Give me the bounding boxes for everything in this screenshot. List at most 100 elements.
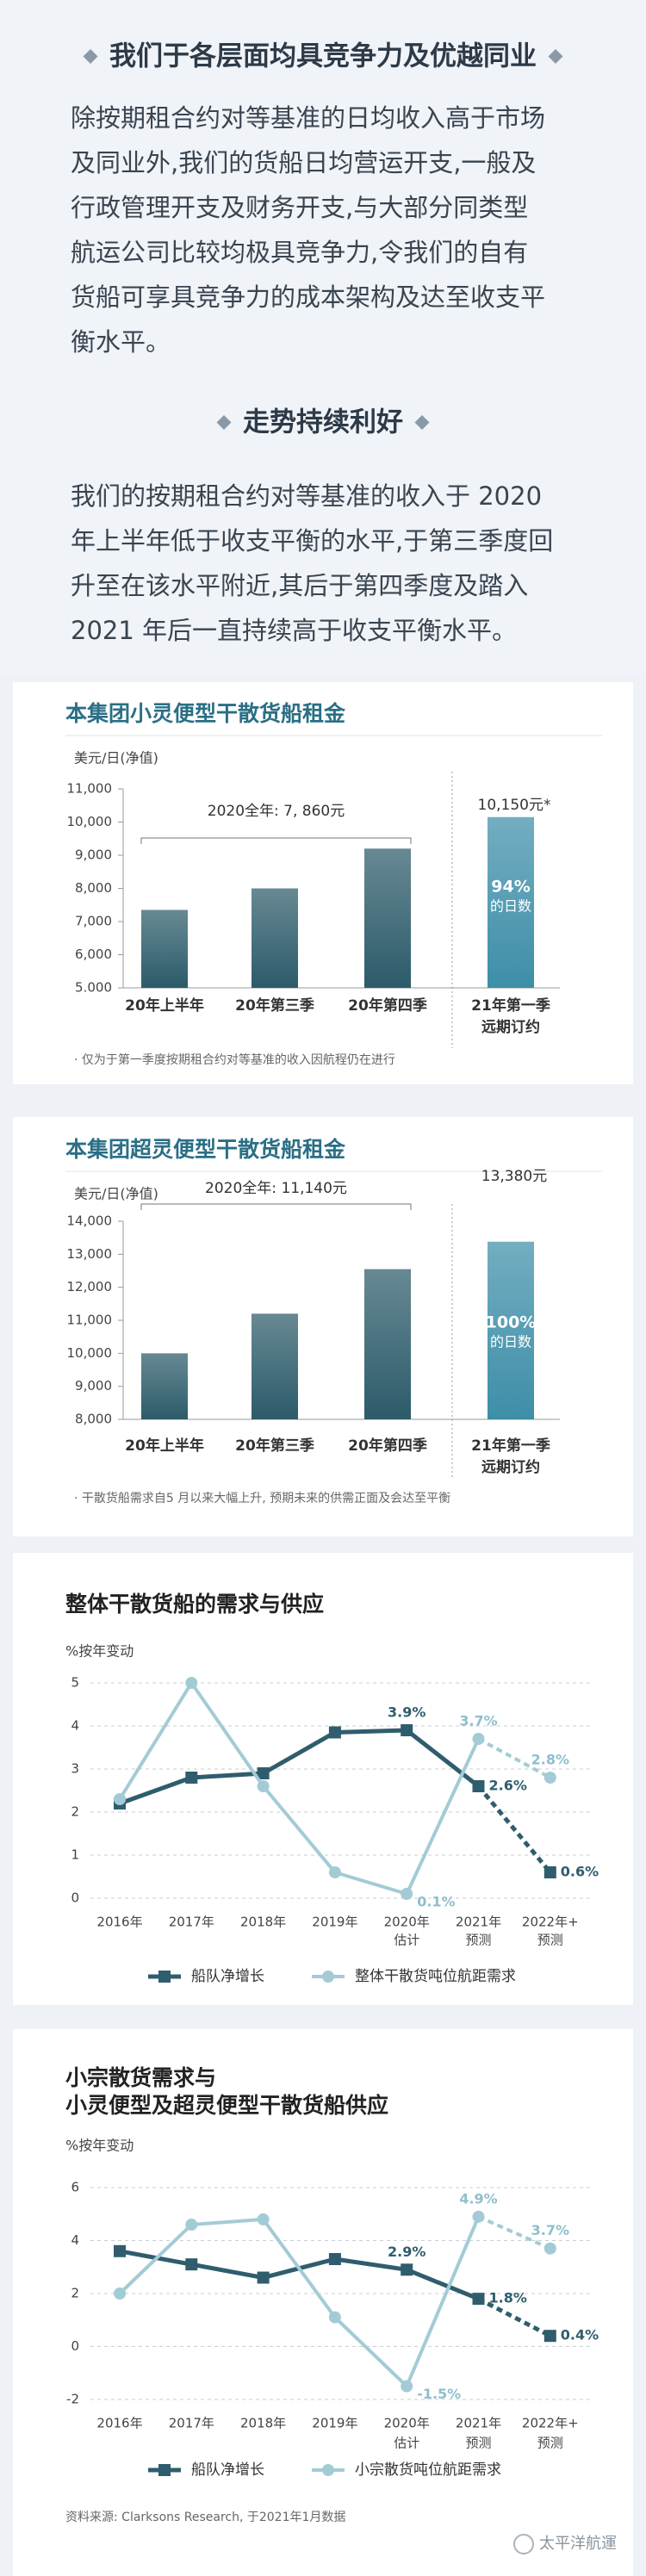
section-heading: 走势持续利好 [243,407,403,438]
bracket [140,837,412,844]
marker [401,1724,413,1736]
value-label: 0.6% [561,1864,599,1880]
marker [185,2219,198,2231]
y-axis-label: 美元/日(净值) [74,750,158,767]
bracket-label: 2020全年: 7, 860元 [208,803,345,820]
y-tick-label: 14,000 [67,1214,113,1229]
bar-note: 的日数 [490,1334,531,1350]
x-tick-label: 2018年 [240,1915,286,1930]
marker [401,1888,413,1900]
x-tick-label: 20年第三季 [235,1437,314,1455]
bar-note: 94% [491,878,530,897]
forecast-line [476,1785,552,1874]
chart-card [13,1553,633,2005]
value-label: 0.4% [561,2327,599,2343]
y-tick-label: 4 [71,2232,79,2248]
marker [472,2293,485,2306]
chart-title: 本集团小灵便型干散货船租金 [65,701,346,726]
forecast-line [477,2214,551,2250]
y-tick-label: 9,000 [75,1378,112,1394]
marker [328,2311,341,2324]
y-tick-label: 4 [71,1718,79,1734]
x-tick-label: 估计 [394,2436,419,2451]
series-line [118,2216,481,2388]
x-tick-label: 预测 [465,2436,491,2451]
y-tick-label: 8,000 [75,880,112,896]
paragraph-line: 2021 年后一直持续高于收支平衡水平。 [71,616,517,645]
y-tick-label: 2 [71,1804,79,1820]
x-tick-label: 2017年 [169,2416,214,2431]
y-tick-label: 6,000 [75,947,112,962]
marker [257,1767,270,1779]
footnote: · 干散货船需求自5 月以来大幅上升, 预期未来的供需正面及会达至平衡 [74,1491,450,1505]
value-label: 3.7% [531,2222,569,2238]
marker [544,1772,556,1784]
series-line [118,1681,481,1896]
legend-label: 小宗散货吨位航距需求 [355,2461,501,2479]
bar [488,816,534,988]
x-tick-label: 2018年 [240,2416,286,2431]
x-tick-label: 2020年 [384,2416,430,2431]
source-note: 资料来源: Clarksons Research, 于2021年1月数据 [65,2511,345,2524]
legend-marker [322,1971,334,1983]
y-tick-label: 5.000 [75,980,112,996]
marker [114,2244,126,2257]
chart-title: 小灵便型及超灵便型干散货船供应 [65,2093,388,2118]
marker [257,2271,270,2284]
y-tick-label: 1 [71,1847,79,1863]
x-tick-label: 2021年 [456,1915,501,1930]
legend-marker [158,2464,171,2476]
diamond-icon [83,49,98,64]
chart-title: 小宗散货需求与 [65,2065,216,2090]
y-tick-label: 0 [71,1890,79,1906]
series-line [119,1728,481,1806]
x-tick-label: 估计 [394,1933,419,1948]
marker [185,2258,198,2271]
x-tick-label: 2020年 [384,1915,430,1930]
bar [141,909,188,988]
watermark-icon [513,2534,534,2554]
marker [472,1733,485,1745]
x-tick-label: 20年第四季 [348,996,427,1015]
legend-label: 船队净增长 [191,2461,264,2479]
y-tick-label: 7,000 [75,914,112,929]
paragraph-line: 除按期租合约对等基准的日均收入高于市场 [71,103,545,133]
bar [364,848,411,988]
legend-marker [158,1971,171,1983]
x-tick-label: 2021年 [456,2416,501,2431]
y-axis-label: %按年变动 [65,2138,134,2154]
value-label: 13,380元 [481,1168,547,1185]
x-tick-label: 2019年 [312,2416,357,2431]
marker [401,2263,413,2276]
bar [252,888,298,988]
y-tick-label: 10,000 [67,1345,113,1361]
value-label: 3.7% [459,1713,497,1729]
forecast-line [477,2296,551,2338]
legend-marker [322,2464,334,2476]
paragraph-line: 及同业外,我们的货船日均营运开支,一般及 [71,148,536,177]
marker [114,2287,126,2300]
value-label: 2.6% [489,1778,527,1794]
bar-note: 的日数 [490,898,531,915]
y-axis-label: 美元/日(净值) [74,1186,158,1202]
paragraph-line: 我们的按期租合约对等基准的收入于 2020 [71,481,542,511]
marker [257,1780,270,1792]
marker [185,1772,198,1784]
paragraph-line: 行政管理开支及财务开支,与大部分同类型 [71,193,528,222]
x-tick-label: 预测 [537,1933,563,1948]
x-tick-label: 21年第一季 [471,996,550,1015]
value-label: 4.9% [459,2190,497,2207]
marker [328,1866,341,1878]
forecast-line [477,1737,551,1779]
paragraph-line: 升至在该水平附近,其后于第四季度及踏入 [71,571,528,600]
x-tick-label: 21年第一季 [471,1437,550,1455]
paragraph-line: 航运公司比较均极具竞争力,令我们的自有 [71,238,528,267]
marker [114,1793,126,1805]
y-tick-label: 11,000 [67,1313,113,1328]
marker [401,2380,413,2393]
bar [141,1353,188,1419]
marker [544,2242,556,2255]
x-tick-label: 预测 [537,2436,563,2451]
y-tick-label: 2 [71,2286,79,2301]
x-tick-label: 远期订约 [481,1018,540,1036]
